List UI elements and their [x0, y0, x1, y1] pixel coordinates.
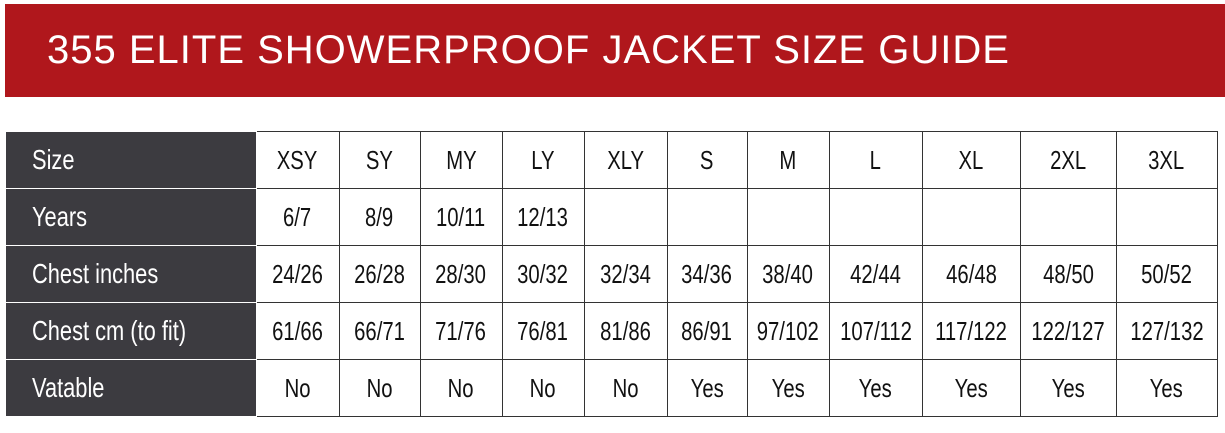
table-row: Years 6/7 8/9 10/11 12/13	[6, 188, 1218, 246]
table-cell: 26/28	[338, 245, 421, 303]
table-cell	[828, 188, 923, 246]
table-cell	[1019, 188, 1117, 246]
table-row: Chest cm (to fit) 61/66 66/71 71/76 76/81 81/…	[6, 302, 1218, 360]
page-title: 355 ELITE SHOWERPROOF JACKET SIZE GUIDE	[47, 28, 1010, 72]
table-cell: 81/86	[583, 302, 668, 360]
table-cell: 127/132	[1115, 302, 1218, 360]
table-cell: No	[338, 359, 421, 417]
table-cell: 2XL	[1019, 131, 1117, 189]
table-cell: Yes	[1115, 359, 1218, 417]
table-cell: No	[419, 359, 503, 417]
table-cell: 117/122	[921, 302, 1021, 360]
table-row: Size XSY SY MY LY XLY S M L XL 2XL 3XL	[6, 131, 1218, 189]
table-cell: Yes	[828, 359, 923, 417]
table-cell: M	[746, 131, 830, 189]
table-cell: XLY	[583, 131, 668, 189]
row-label: Years	[6, 188, 257, 246]
table-cell: XSY	[255, 131, 340, 189]
table-cell: LY	[501, 131, 585, 189]
size-table: Size XSY SY MY LY XLY S M L XL 2XL 3XL Years 6/7 8/9 10…	[6, 131, 1218, 417]
row-label: Size	[6, 131, 257, 189]
title-banner: 355 ELITE SHOWERPROOF JACKET SIZE GUIDE	[5, 4, 1225, 97]
table-cell: Yes	[746, 359, 830, 417]
table-cell: S	[666, 131, 748, 189]
table-cell: 6/7	[255, 188, 340, 246]
row-label: Vatable	[6, 359, 257, 417]
row-label: Chest cm (to fit)	[6, 302, 257, 360]
table-cell: 86/91	[666, 302, 748, 360]
table-cell: 76/81	[501, 302, 585, 360]
table-cell: No	[255, 359, 340, 417]
table-cell: 12/13	[501, 188, 585, 246]
table-cell: Yes	[1019, 359, 1117, 417]
table-cell: No	[501, 359, 585, 417]
table-cell: 34/36	[666, 245, 748, 303]
table-cell: 61/66	[255, 302, 340, 360]
table-cell: 28/30	[419, 245, 503, 303]
table-cell: Yes	[921, 359, 1021, 417]
table-row: Vatable No No No No No Yes Yes Yes Yes Yes Yes	[6, 359, 1218, 417]
table-cell: 42/44	[828, 245, 923, 303]
table-cell: 48/50	[1019, 245, 1117, 303]
table-cell: 107/112	[828, 302, 923, 360]
table-cell: SY	[338, 131, 421, 189]
table-cell: 46/48	[921, 245, 1021, 303]
table-cell: L	[828, 131, 923, 189]
table-cell: MY	[419, 131, 503, 189]
table-cell	[1115, 188, 1218, 246]
table-cell: 8/9	[338, 188, 421, 246]
table-cell: 38/40	[746, 245, 830, 303]
table-cell: 24/26	[255, 245, 340, 303]
table-cell: 122/127	[1019, 302, 1117, 360]
table-row: Chest inches 24/26 26/28 28/30 30/32 32/34 34/…	[6, 245, 1218, 303]
table-cell: 32/34	[583, 245, 668, 303]
table-cell: 3XL	[1115, 131, 1218, 189]
table-cell: 71/76	[419, 302, 503, 360]
row-label: Chest inches	[6, 245, 257, 303]
table-cell	[666, 188, 748, 246]
table-cell: 66/71	[338, 302, 421, 360]
table-cell	[583, 188, 668, 246]
table-cell: 97/102	[746, 302, 830, 360]
table-cell: 30/32	[501, 245, 585, 303]
table-cell: No	[583, 359, 668, 417]
table-cell	[746, 188, 830, 246]
table-cell: Yes	[666, 359, 748, 417]
table-cell: 50/52	[1115, 245, 1218, 303]
table-cell: XL	[921, 131, 1021, 189]
table-cell: 10/11	[419, 188, 503, 246]
table-cell	[921, 188, 1021, 246]
